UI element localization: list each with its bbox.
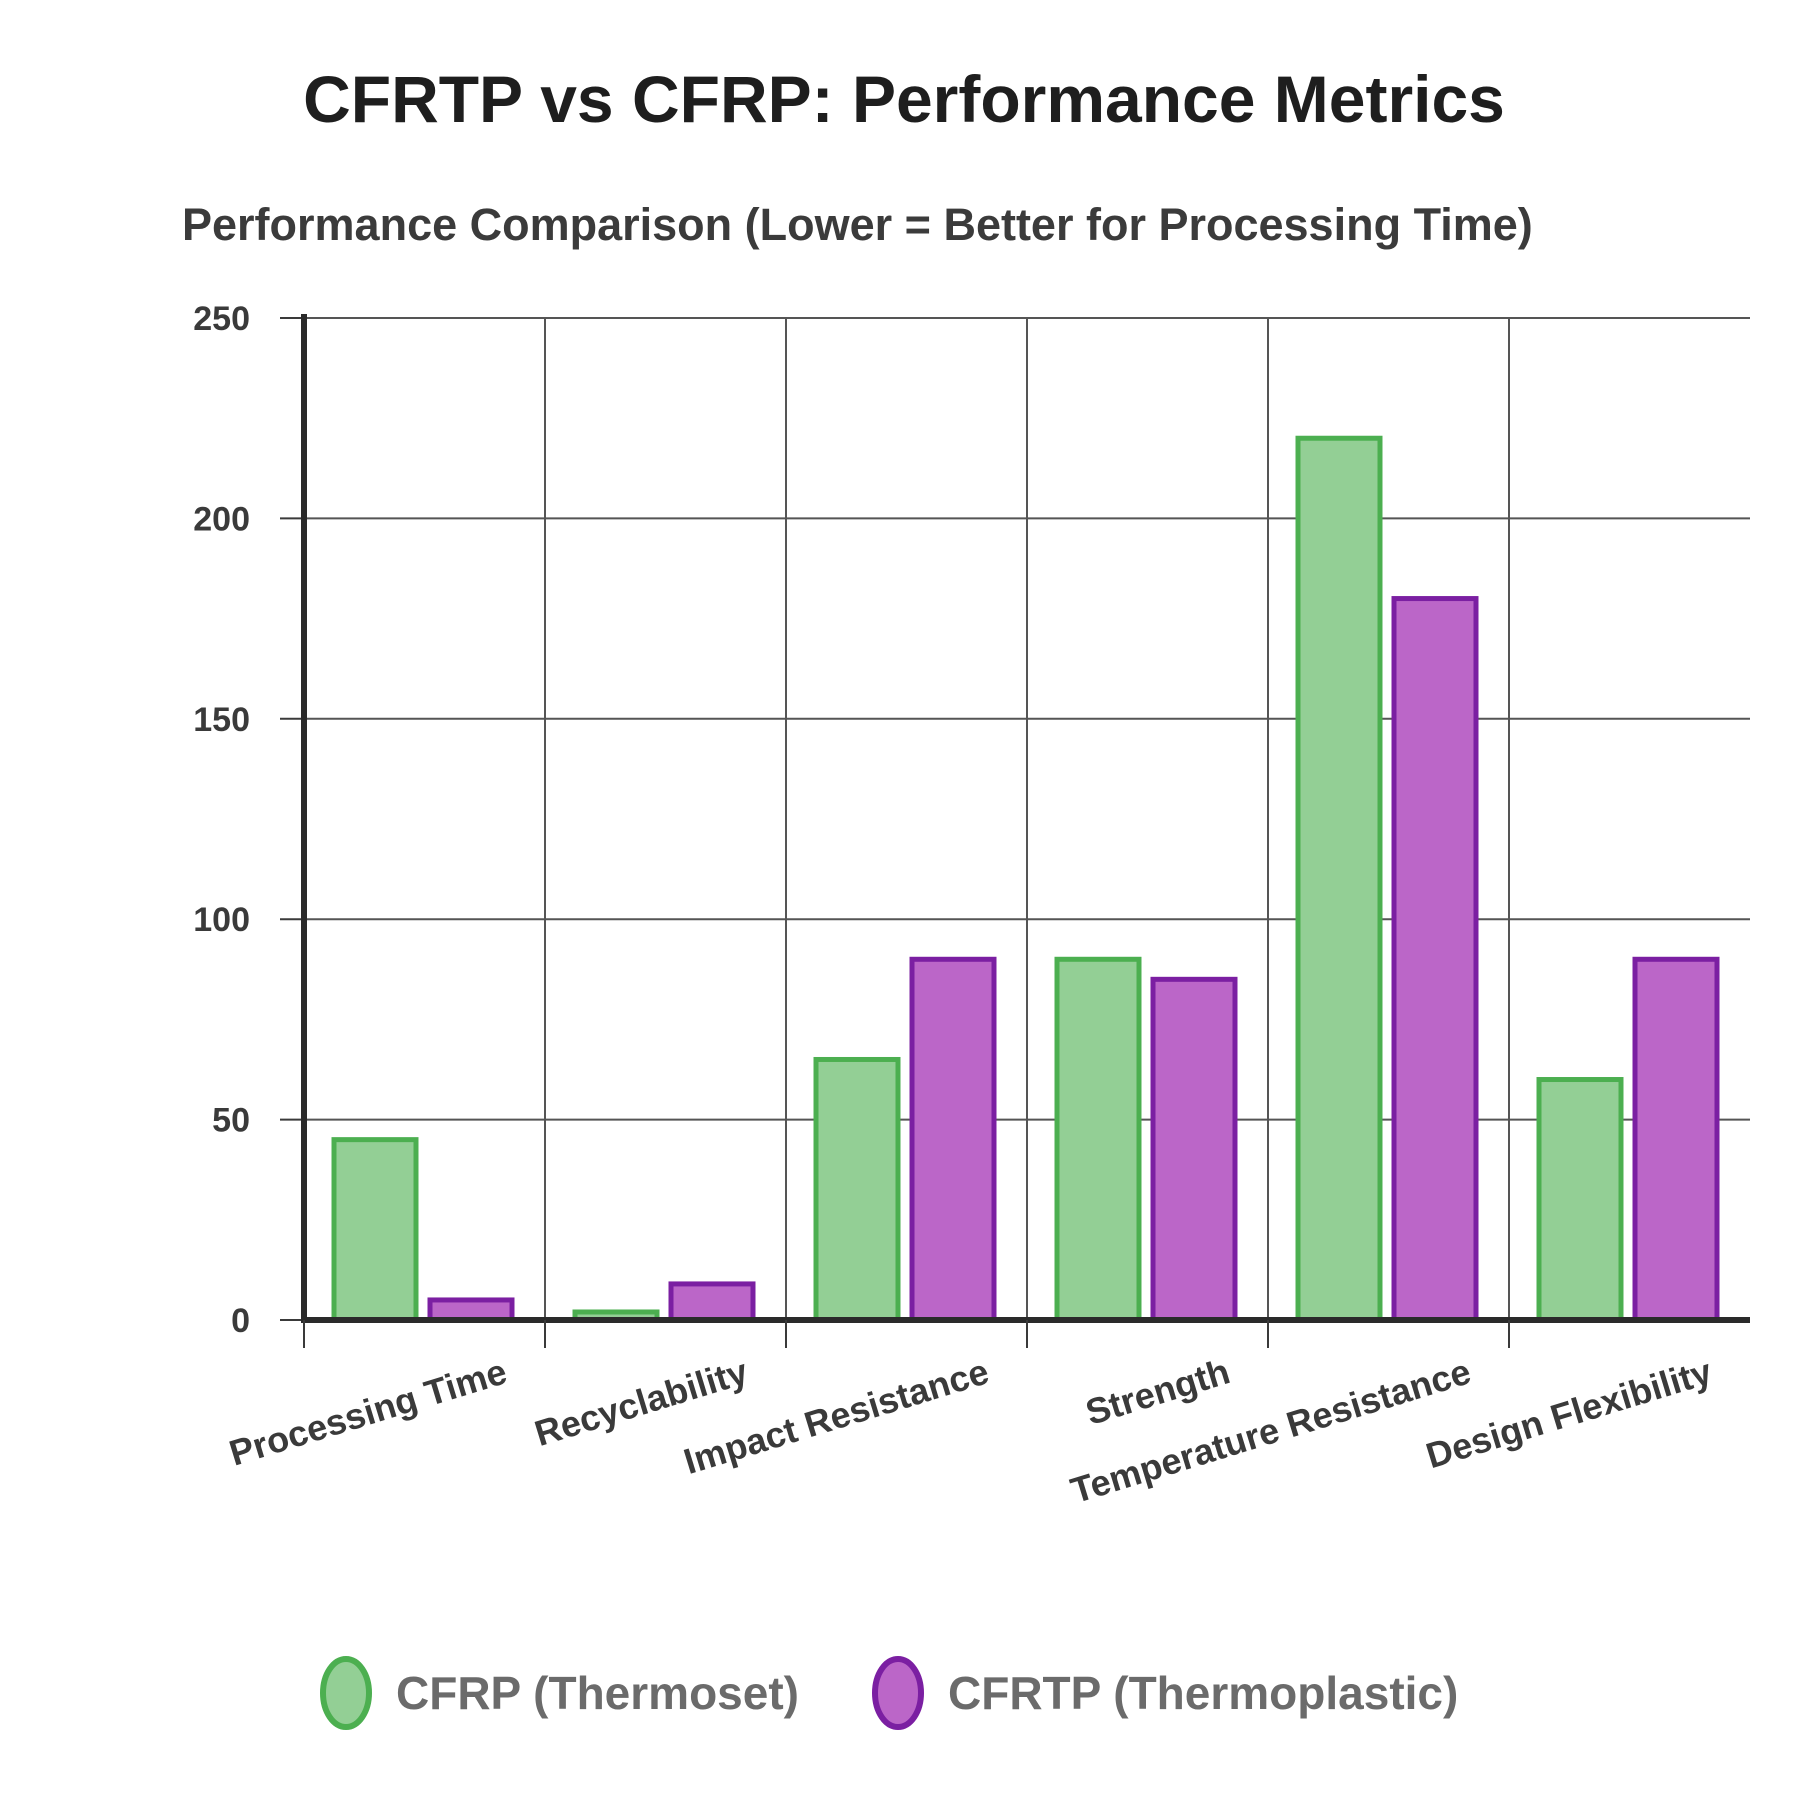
bar-cfrtp-5: [1632, 956, 1720, 1323]
legend-swatch: [320, 1656, 372, 1730]
y-tick-label: 0: [231, 1302, 250, 1340]
y-axis-ticks: 0 50 100 150 200 250: [193, 300, 304, 1340]
page-title: CFRTP vs CFRP: Performance Metrics: [303, 62, 1505, 136]
y-tick-label: 200: [193, 500, 250, 538]
bar-cfrtp-2: [909, 956, 997, 1323]
x-category-label: Temperature Resistance: [1066, 1350, 1475, 1511]
bar-cfrtp-3: [1150, 976, 1238, 1323]
bar-cfrp-2: [813, 1056, 901, 1323]
bar-cfrtp-1: [668, 1281, 756, 1323]
legend-label: CFRP (Thermoset): [396, 1667, 799, 1719]
grid: [304, 317, 1750, 1320]
bar-cfrp-3: [1054, 956, 1142, 1323]
legend: CFRP (Thermoset) CFRTP (Thermoplastic): [320, 1656, 1458, 1730]
bars: [331, 435, 1720, 1323]
bar-cfrtp-4: [1391, 596, 1479, 1323]
bar-cfrtp-0: [427, 1297, 515, 1323]
x-category-label: Processing Time: [224, 1350, 511, 1473]
y-tick-label: 150: [193, 701, 250, 739]
bar-cfrp-5: [1536, 1077, 1624, 1323]
y-tick-label: 50: [212, 1102, 250, 1140]
bar-cfrp-4: [1295, 435, 1383, 1323]
axes: [301, 314, 1750, 1323]
legend-item-cfrtp: CFRTP (Thermoplastic): [872, 1656, 1458, 1730]
y-tick-label: 100: [193, 901, 250, 939]
legend-swatch: [872, 1656, 924, 1730]
x-category-label: Strength: [1081, 1350, 1235, 1432]
legend-label: CFRTP (Thermoplastic): [948, 1667, 1458, 1719]
legend-item-cfrp: CFRP (Thermoset): [320, 1656, 799, 1730]
chart-title: Performance Comparison (Lower = Better f…: [182, 199, 1533, 250]
y-tick-label: 250: [193, 300, 250, 338]
bar-cfrp-0: [331, 1137, 419, 1323]
